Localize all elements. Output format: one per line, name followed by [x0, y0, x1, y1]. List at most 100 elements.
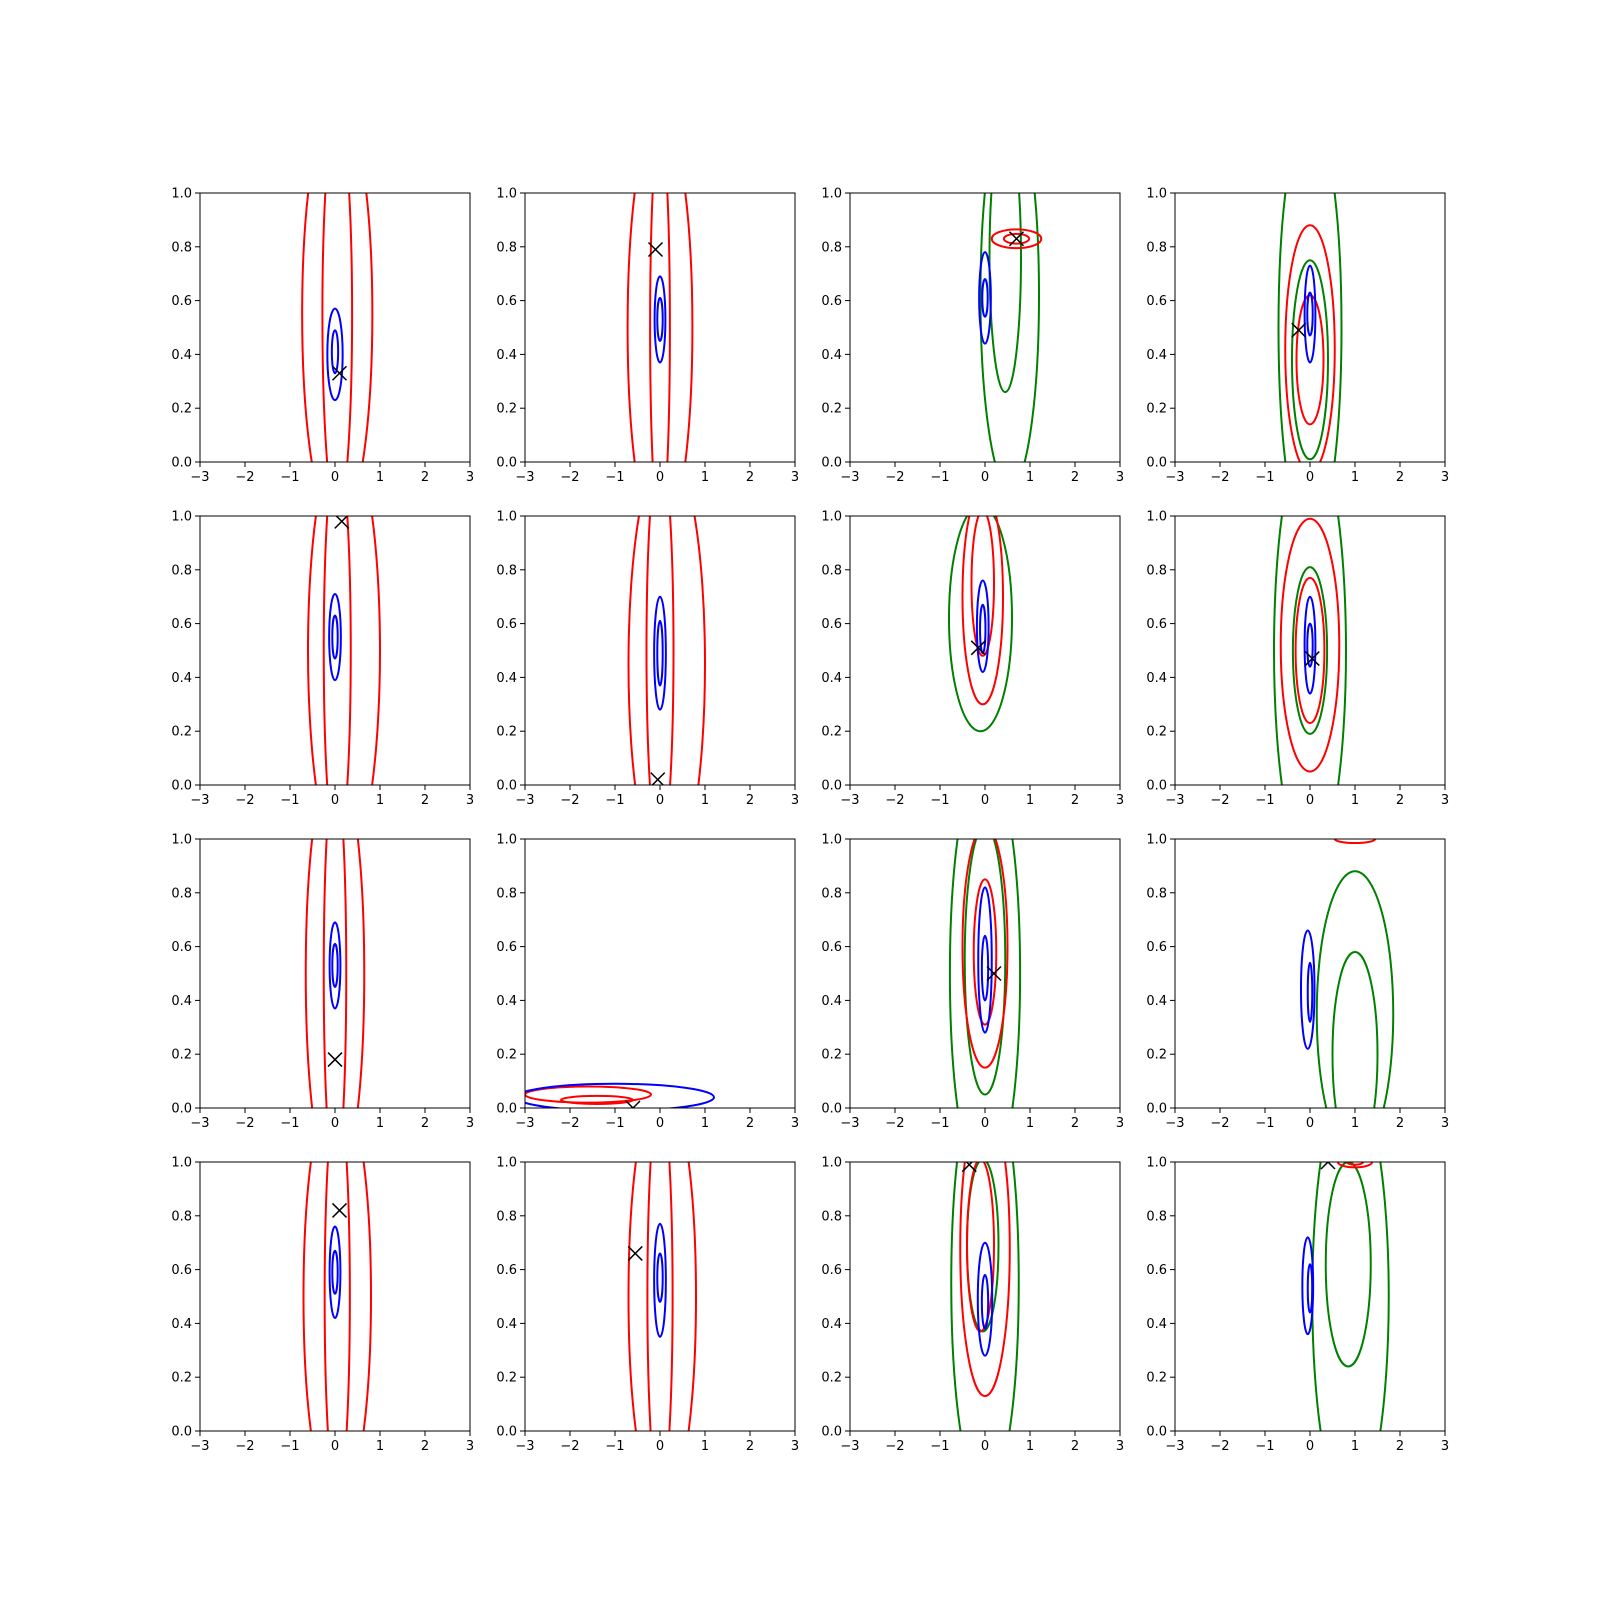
red-contour-1	[301, 193, 374, 462]
y-tick-label: 1.0	[496, 1156, 517, 1171]
y-tick-label: 0.8	[1146, 1209, 1167, 1224]
subplot-grid: −3 −2 −1 0 1 2 3 0.0 0.2 0.4 0.6 0.8 1.0 −3 −2 −1 0 1 2 3 0.…	[171, 187, 1449, 1455]
x-tick-label: 3	[466, 470, 474, 485]
y-tick-label: 0.2	[1146, 725, 1167, 740]
x-marker	[627, 1245, 643, 1261]
x-tick-label: −3	[1165, 1116, 1184, 1131]
y-tick-label: 0.4	[171, 348, 192, 363]
subplot-r3c4: −3 −2 −1 0 1 2 3 0.0 0.2 0.4 0.6 0.8 1.0	[1146, 833, 1449, 1132]
x-marker-stroke	[647, 241, 664, 258]
red-contour-1	[959, 1162, 1011, 1397]
x-tick-label: −1	[280, 793, 299, 808]
y-tick-label: 0.4	[496, 348, 517, 363]
x-tick-label: 3	[1116, 1116, 1124, 1131]
y-tick-label: 0.4	[171, 671, 192, 686]
red-contour-1	[627, 516, 706, 785]
plot-area	[948, 516, 1013, 733]
blue-contour-1	[326, 307, 344, 402]
plot-area	[307, 516, 381, 785]
y-tick-label: 0.2	[496, 402, 517, 417]
x-marker-stroke	[1320, 1162, 1330, 1170]
x-tick-label: −2	[1210, 470, 1229, 485]
y-tick-label: 0.2	[171, 402, 192, 417]
y-tick-label: 0.2	[1146, 1048, 1167, 1063]
green-contour-1	[948, 516, 1013, 733]
y-tick-label: 1.0	[1146, 1156, 1167, 1171]
blue-contour-2	[331, 614, 339, 660]
plot-area	[948, 839, 1022, 1108]
subplot-r1c2: −3 −2 −1 0 1 2 3 0.0 0.2 0.4 0.6 0.8 1.0	[496, 187, 799, 486]
x-tick-label: 1	[1351, 1439, 1359, 1454]
subplot-r2c2: −3 −2 −1 0 1 2 3 0.0 0.2 0.4 0.6 0.8 1.0	[496, 510, 799, 809]
x-tick-label: 0	[981, 793, 989, 808]
subplot-r1c4: −3 −2 −1 0 1 2 3 0.0 0.2 0.4 0.6 0.8 1.0	[1146, 187, 1449, 486]
red-contour-1	[302, 1162, 372, 1431]
y-tick-label: 0.2	[1146, 402, 1167, 417]
plot-area	[301, 193, 374, 462]
x-tick-label: 0	[1306, 1439, 1314, 1454]
y-tick-label: 0.2	[496, 1371, 517, 1386]
x-tick-label: −3	[190, 1116, 209, 1131]
subplot-r3c3: −3 −2 −1 0 1 2 3 0.0 0.2 0.4 0.6 0.8 1.0	[821, 833, 1124, 1132]
y-tick-label: 1.0	[496, 187, 517, 202]
x-tick-label: 1	[1351, 793, 1359, 808]
y-tick-label: 1.0	[1146, 833, 1167, 848]
x-marker-stroke	[331, 365, 348, 381]
y-tick-label: 0.0	[1146, 1425, 1167, 1440]
x-marker	[1008, 231, 1025, 247]
y-tick-label: 0.0	[496, 779, 517, 794]
blue-contour-1	[328, 921, 342, 1010]
blue-contour-2	[980, 1273, 990, 1330]
y-tick-label: 1.0	[1146, 510, 1167, 525]
blue-contour-2	[330, 329, 340, 375]
red-contour-1	[304, 839, 366, 1108]
x-tick-label: 0	[1306, 1116, 1314, 1131]
x-marker	[327, 1052, 343, 1068]
x-tick-label: 0	[1306, 470, 1314, 485]
x-tick-label: 1	[701, 1439, 709, 1454]
x-tick-label: −1	[605, 470, 624, 485]
blue-contour-1	[978, 251, 992, 345]
y-tick-label: 0.2	[821, 402, 842, 417]
x-tick-label: −2	[560, 793, 579, 808]
y-tick-label: 0.0	[1146, 779, 1167, 794]
y-tick-label: 0.8	[171, 240, 192, 255]
x-tick-label: 0	[1306, 793, 1314, 808]
blue-contour-1	[653, 1222, 667, 1338]
red-contour-1	[1279, 517, 1341, 773]
red-contour-2	[1294, 576, 1326, 725]
y-tick-label: 1.0	[496, 510, 517, 525]
y-tick-label: 0.4	[821, 671, 842, 686]
x-marker	[331, 365, 348, 381]
x-marker-stroke	[1304, 651, 1320, 667]
x-tick-label: −1	[1255, 793, 1274, 808]
x-tick-label: −3	[190, 1439, 209, 1454]
x-marker	[650, 772, 666, 785]
x-tick-label: 2	[746, 1439, 754, 1454]
x-tick-label: 0	[331, 1116, 339, 1131]
x-tick-label: 3	[466, 793, 474, 808]
y-tick-label: 0.2	[496, 725, 517, 740]
green-contour-1	[979, 193, 1040, 462]
x-tick-label: 2	[1071, 793, 1079, 808]
red-contour-1	[626, 193, 694, 462]
red-contour-2	[1295, 294, 1325, 426]
x-tick-label: −3	[515, 470, 534, 485]
subplot-r4c3: −3 −2 −1 0 1 2 3 0.0 0.2 0.4 0.6 0.8 1.0	[821, 1156, 1124, 1455]
subplot-r2c4: −3 −2 −1 0 1 2 3 0.0 0.2 0.4 0.6 0.8 1.0	[1146, 510, 1449, 809]
x-tick-label: 0	[656, 793, 664, 808]
y-tick-label: 0.4	[1146, 1317, 1167, 1332]
x-tick-label: 0	[656, 1116, 664, 1131]
y-tick-label: 0.6	[171, 617, 192, 632]
red-contour-1	[307, 516, 381, 785]
blue-contour-2	[656, 296, 664, 342]
green-contour-2	[1324, 1162, 1372, 1368]
blue-contour-2	[331, 942, 339, 988]
red-contour-2	[322, 516, 352, 785]
green-contour-2	[1331, 951, 1379, 1108]
y-tick-label: 0.8	[1146, 886, 1167, 901]
blue-contour-1	[525, 1082, 715, 1108]
y-tick-label: 0.0	[496, 1425, 517, 1440]
x-tick-label: −1	[605, 793, 624, 808]
